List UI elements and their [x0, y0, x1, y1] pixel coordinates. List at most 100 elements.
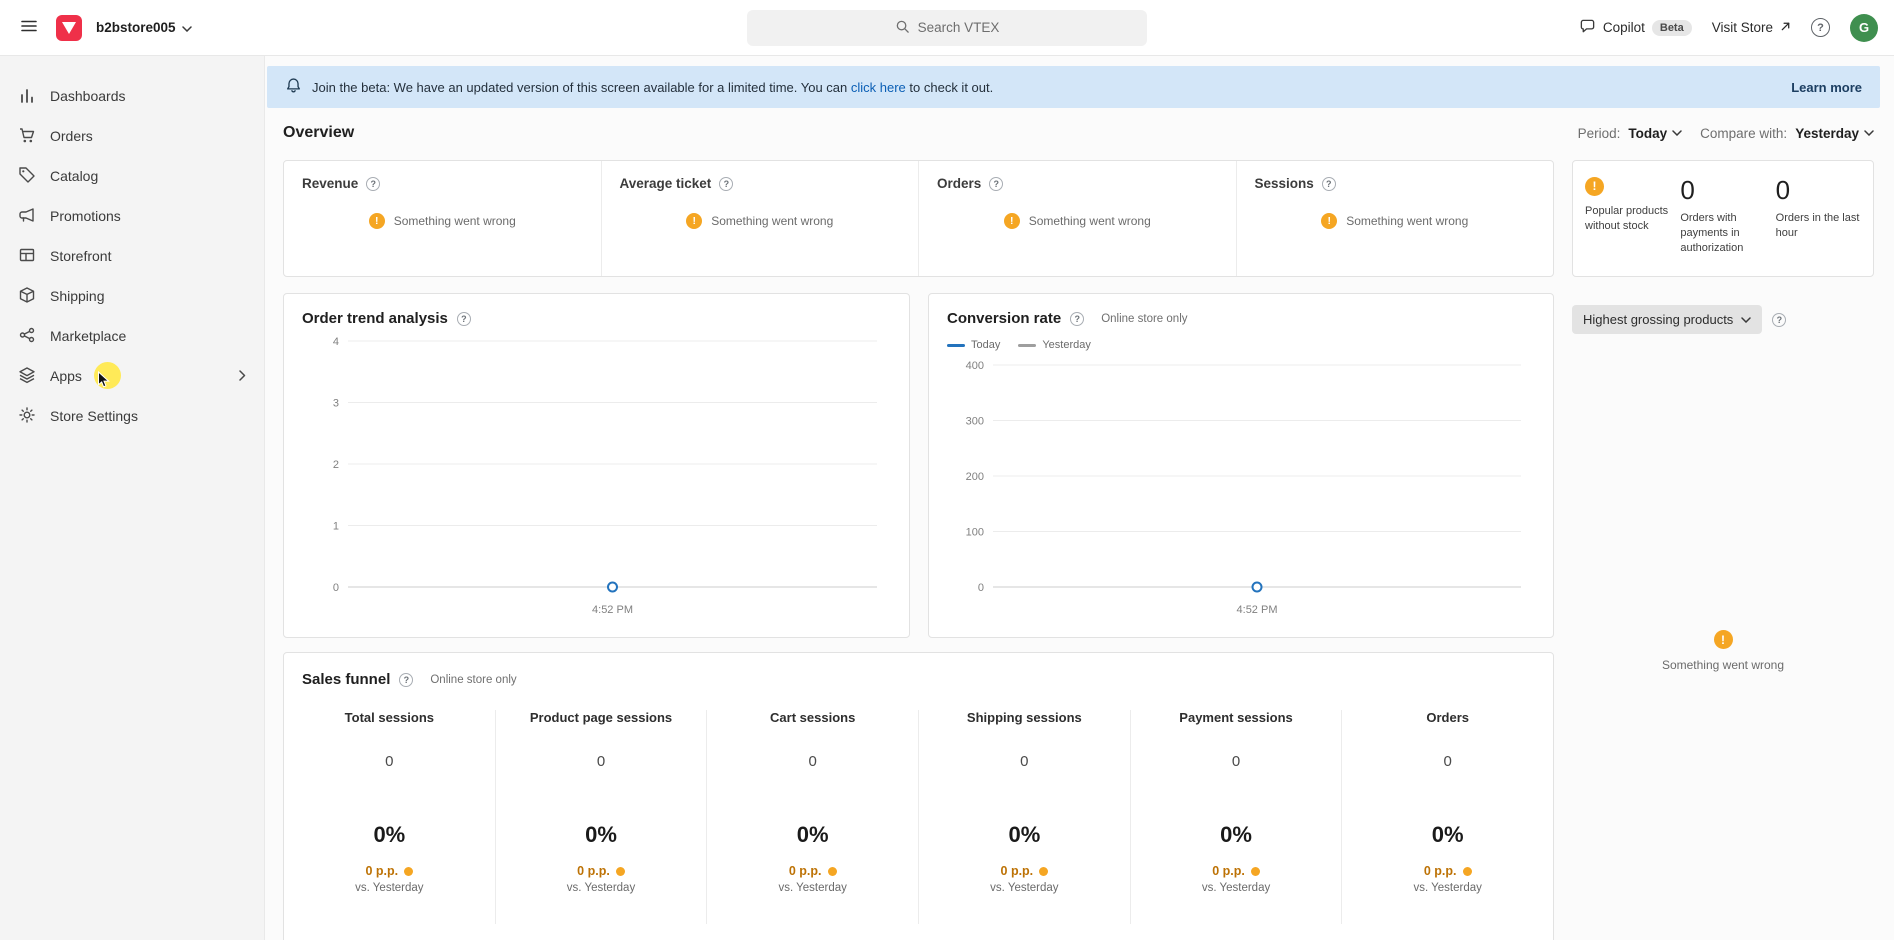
svg-text:4: 4 — [333, 336, 339, 348]
chevron-down-icon — [1864, 130, 1874, 136]
conversion-rate-card: Conversion rate Online store only Today … — [928, 293, 1554, 638]
funnel-compare: vs. Yesterday — [355, 882, 424, 894]
topbar-center: Search VTEX — [747, 9, 1147, 46]
vtex-logo[interactable] — [56, 14, 82, 41]
help-question-icon[interactable] — [989, 176, 1004, 191]
megaphone-icon — [18, 206, 36, 227]
compare-value: Yesterday — [1795, 125, 1859, 141]
stat-label: Orders with payments in authorization — [1680, 212, 1744, 254]
avatar[interactable]: G — [1850, 13, 1878, 42]
compare-label: Compare with: — [1700, 125, 1788, 141]
svg-text:1: 1 — [333, 521, 339, 533]
svg-text:0: 0 — [978, 582, 984, 594]
beta-banner: Join the beta: We have an updated versio… — [267, 66, 1880, 108]
help-question-icon[interactable] — [1321, 176, 1336, 191]
chart-title: Conversion rate — [947, 310, 1062, 327]
funnel-note: Online store only — [430, 673, 517, 686]
help-question-icon[interactable] — [399, 672, 414, 687]
funnel-col-value: 0 — [385, 753, 394, 770]
period-select[interactable]: Today — [1628, 126, 1682, 141]
stat-label: Orders in the last hour — [1775, 212, 1860, 239]
click-halo — [94, 362, 121, 389]
order-trend-chart: 4 3 2 1 0 4:52 PM — [302, 327, 891, 621]
funnel-col-percent: 0% — [796, 822, 829, 847]
click-indicator — [94, 362, 124, 392]
sidebar-item-apps[interactable]: Apps — [0, 356, 264, 396]
funnel-columns: Total sessions 0 0% 0 p.p. vs. Yesterday… — [284, 710, 1553, 924]
top-products-panel: Highest grossing products Something went… — [1572, 291, 1874, 672]
sidebar-item-catalog[interactable]: Catalog — [0, 156, 264, 196]
sidebar-item-orders[interactable]: Orders — [0, 116, 264, 156]
layers-icon — [18, 366, 36, 387]
funnel-delta: 0 p.p. — [788, 864, 822, 878]
copilot-button[interactable]: Copilot Beta — [1579, 18, 1692, 38]
hamburger-menu-button[interactable] — [16, 13, 42, 42]
svg-text:3: 3 — [333, 398, 339, 410]
sidebar-item-storefront[interactable]: Storefront — [0, 236, 264, 276]
warning-icon — [1003, 213, 1020, 229]
sidebar-item-marketplace[interactable]: Marketplace — [0, 316, 264, 356]
svg-text:400: 400 — [966, 360, 984, 372]
period-controls: Period: Today Compare with: Yesterday — [1578, 126, 1874, 141]
help-question-icon[interactable] — [366, 176, 381, 191]
help-icon[interactable] — [1811, 18, 1830, 37]
metric-cards: Revenue Something went wrong Average tic… — [283, 160, 1554, 277]
help-question-icon[interactable] — [1772, 312, 1787, 327]
banner-suffix: to check it out. — [905, 79, 994, 95]
help-question-icon[interactable] — [1070, 311, 1085, 326]
search-input[interactable]: Search VTEX — [747, 9, 1147, 46]
stat-popular-products: Popular products without stock — [1585, 177, 1670, 260]
stat-orders-last-hour: 0 Orders in the last hour — [1776, 177, 1861, 260]
metric-title: Sessions — [1254, 176, 1314, 191]
chevron-right-icon — [239, 368, 246, 384]
chart-note: Online store only — [1101, 312, 1188, 325]
warning-dot-icon — [615, 866, 625, 876]
main-content: Join the beta: We have an updated versio… — [265, 56, 1894, 940]
svg-text:2: 2 — [333, 459, 339, 471]
overview-header: Overview Period: Today Compare with: Yes… — [283, 124, 1874, 142]
metric-title: Revenue — [302, 176, 359, 191]
gear-icon — [18, 406, 36, 427]
sidebar-item-store-settings[interactable]: Store Settings — [0, 396, 264, 436]
funnel-col-value: 0 — [1231, 753, 1241, 770]
warning-icon — [1713, 630, 1733, 649]
account-switcher[interactable]: b2bstore005 — [96, 20, 192, 35]
chart-legend: Today Yesterday — [947, 339, 1535, 351]
funnel-col-value: 0 — [1020, 753, 1029, 770]
warning-icon — [1321, 213, 1338, 229]
stat-value: 0 — [1680, 175, 1695, 205]
banner-click-here-link[interactable]: click here — [850, 79, 906, 95]
topbar-left: b2bstore005 — [16, 13, 192, 42]
funnel-col-value: 0 — [1443, 753, 1452, 770]
metric-title: Average ticket — [619, 176, 712, 191]
tag-icon — [18, 166, 36, 187]
sidebar-item-label: Promotions — [50, 208, 121, 224]
help-question-icon[interactable] — [719, 176, 734, 191]
cursor-icon — [98, 371, 110, 388]
top-products-dropdown[interactable]: Highest grossing products — [1572, 305, 1763, 334]
learn-more-link[interactable]: Learn more — [1791, 79, 1862, 95]
help-question-icon[interactable] — [456, 311, 471, 326]
compare-select[interactable]: Yesterday — [1795, 126, 1874, 141]
funnel-col-label: Payment sessions — [1179, 710, 1293, 725]
legend-label: Yesterday — [1042, 339, 1091, 351]
funnel-compare: vs. Yesterday — [1201, 882, 1271, 894]
search-icon — [895, 19, 910, 37]
svg-text:300: 300 — [966, 416, 984, 428]
sidebar-item-shipping[interactable]: Shipping — [0, 276, 264, 316]
warning-dot-icon — [1462, 866, 1472, 876]
visit-store-link[interactable]: Visit Store — [1712, 20, 1791, 35]
sidebar-item-promotions[interactable]: Promotions — [0, 196, 264, 236]
chevron-down-icon — [181, 20, 192, 35]
chart-title: Order trend analysis — [302, 310, 448, 327]
funnel-delta: 0 p.p. — [1423, 864, 1457, 878]
metric-card-revenue: Revenue Something went wrong — [284, 161, 601, 276]
banner-prefix: Join the beta: We have an updated versio… — [312, 79, 851, 95]
box-icon — [18, 286, 36, 307]
copilot-label: Copilot — [1602, 20, 1645, 35]
warning-icon — [368, 213, 385, 229]
today-line-swatch — [947, 343, 965, 347]
sidebar-item-dashboards[interactable]: Dashboards — [0, 76, 264, 116]
bell-icon — [285, 77, 302, 97]
funnel-col-percent: 0% — [1220, 822, 1252, 847]
